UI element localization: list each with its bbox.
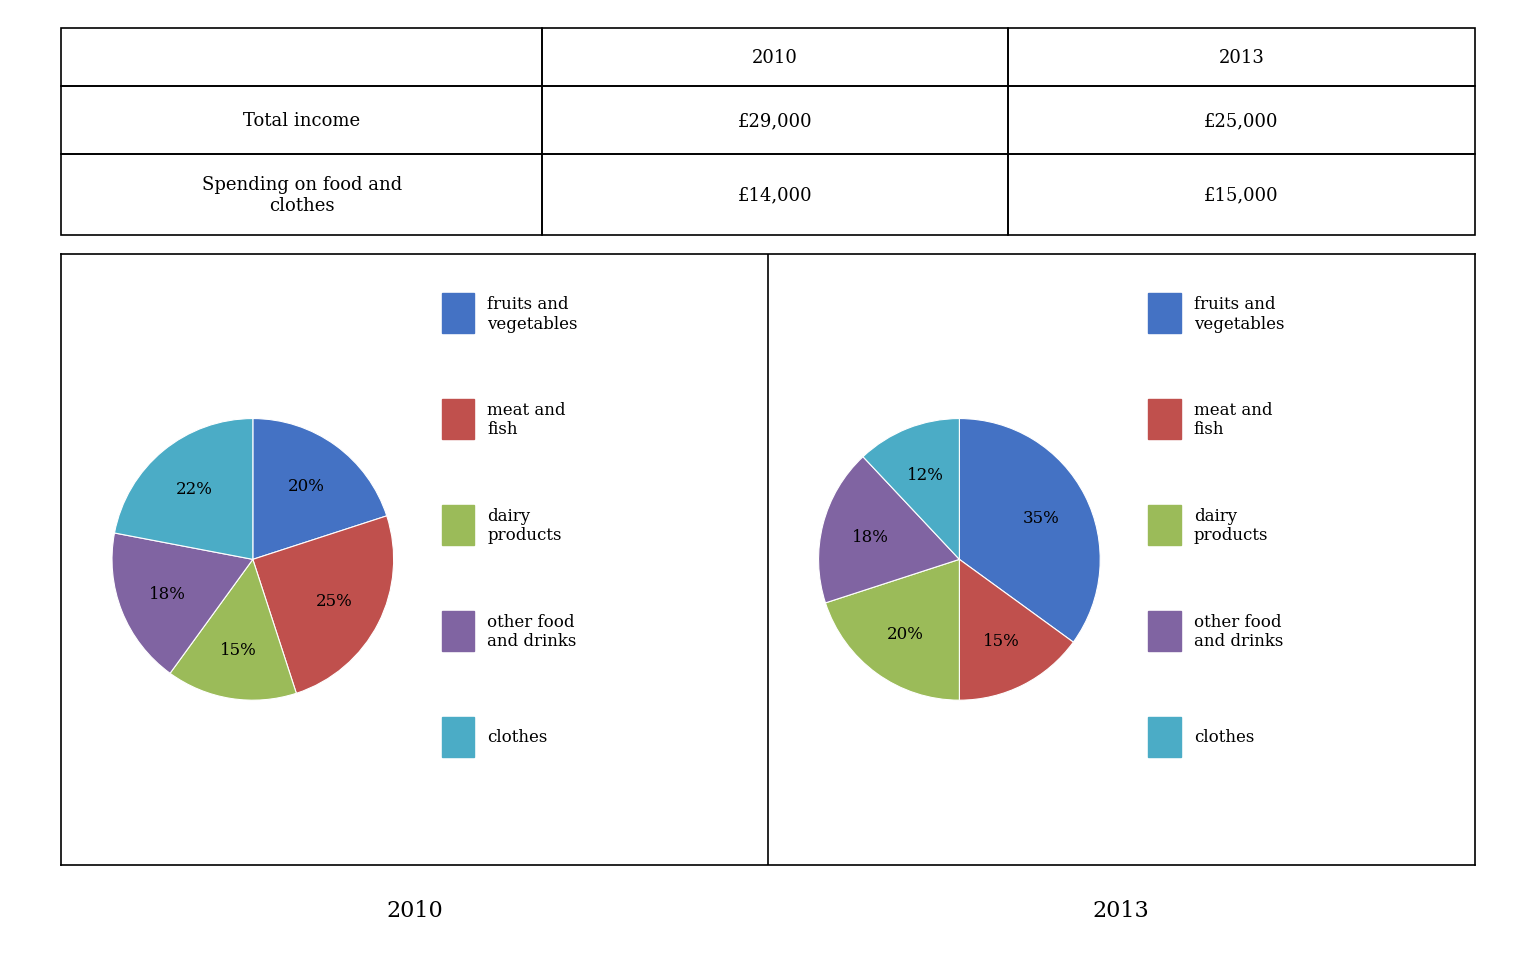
Text: fruits and
vegetables: fruits and vegetables bbox=[1193, 296, 1284, 333]
Bar bbox=[442, 294, 475, 333]
Wedge shape bbox=[960, 559, 1074, 701]
Text: 20%: 20% bbox=[289, 478, 326, 494]
Bar bbox=[542, 29, 1008, 86]
Text: 12%: 12% bbox=[908, 466, 945, 483]
Bar bbox=[61, 29, 542, 86]
Text: 22%: 22% bbox=[177, 480, 214, 498]
Wedge shape bbox=[253, 516, 393, 694]
Bar bbox=[542, 155, 1008, 235]
Text: £25,000: £25,000 bbox=[1204, 111, 1278, 130]
Wedge shape bbox=[863, 419, 960, 559]
Text: 18%: 18% bbox=[149, 585, 186, 602]
Text: dairy
products: dairy products bbox=[1193, 507, 1269, 544]
Text: 35%: 35% bbox=[1023, 509, 1060, 527]
Text: Total income: Total income bbox=[243, 111, 361, 130]
Text: fruits and
vegetables: fruits and vegetables bbox=[487, 296, 578, 333]
Bar bbox=[1008, 155, 1475, 235]
Wedge shape bbox=[960, 419, 1100, 643]
Text: meat and
fish: meat and fish bbox=[487, 402, 565, 438]
Bar bbox=[442, 505, 475, 546]
Bar bbox=[1149, 505, 1181, 546]
Bar bbox=[542, 86, 1008, 155]
Text: other food
and drinks: other food and drinks bbox=[487, 613, 576, 650]
Wedge shape bbox=[112, 533, 253, 674]
Text: 20%: 20% bbox=[888, 626, 925, 642]
Text: clothes: clothes bbox=[487, 728, 547, 746]
Wedge shape bbox=[819, 457, 960, 604]
Wedge shape bbox=[253, 419, 387, 559]
Bar bbox=[61, 86, 542, 155]
Text: 2013: 2013 bbox=[1218, 49, 1264, 66]
Text: clothes: clothes bbox=[1193, 728, 1253, 746]
Wedge shape bbox=[825, 559, 960, 701]
Bar bbox=[1149, 611, 1181, 652]
Bar bbox=[61, 155, 542, 235]
Text: £14,000: £14,000 bbox=[737, 186, 813, 204]
Wedge shape bbox=[170, 559, 296, 701]
Text: 25%: 25% bbox=[316, 593, 353, 610]
Bar bbox=[1149, 400, 1181, 440]
Text: 2013: 2013 bbox=[1094, 899, 1149, 922]
Text: other food
and drinks: other food and drinks bbox=[1193, 613, 1283, 650]
Text: 2010: 2010 bbox=[753, 49, 799, 66]
Bar bbox=[1008, 86, 1475, 155]
Text: £29,000: £29,000 bbox=[737, 111, 813, 130]
Text: meat and
fish: meat and fish bbox=[1193, 402, 1272, 438]
Text: dairy
products: dairy products bbox=[487, 507, 562, 544]
Text: Spending on food and
clothes: Spending on food and clothes bbox=[201, 176, 402, 214]
Bar bbox=[442, 611, 475, 652]
Bar bbox=[1008, 29, 1475, 86]
Wedge shape bbox=[115, 419, 253, 559]
Text: 2010: 2010 bbox=[387, 899, 442, 922]
Text: £15,000: £15,000 bbox=[1204, 186, 1278, 204]
Bar bbox=[442, 400, 475, 440]
Text: 15%: 15% bbox=[983, 632, 1020, 650]
Text: 18%: 18% bbox=[852, 529, 889, 546]
Text: 15%: 15% bbox=[220, 642, 257, 658]
Bar bbox=[1149, 294, 1181, 333]
Bar bbox=[442, 717, 475, 757]
Bar bbox=[1149, 717, 1181, 757]
